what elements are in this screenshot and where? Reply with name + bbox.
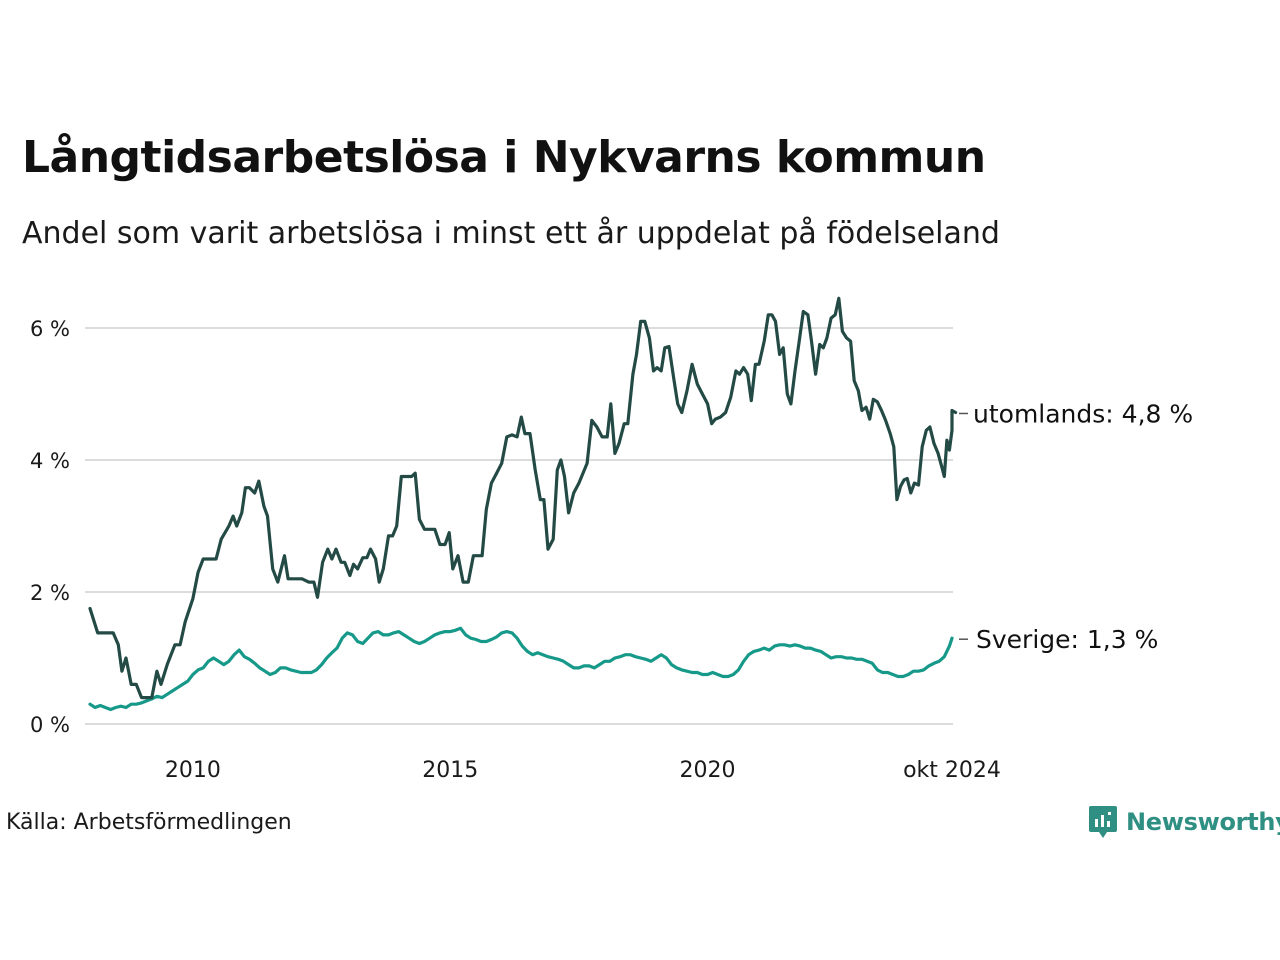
y-tick-label: 2 % [30, 581, 70, 605]
y-tick-label: 4 % [30, 449, 70, 473]
source-note: Källa: Arbetsförmedlingen [6, 810, 292, 835]
gridlines [85, 327, 953, 725]
series-end-labels: Sverige: 1,3 % utomlands: 4,8 % [959, 399, 1193, 654]
brand-logo: Newsworthy [1088, 804, 1280, 840]
series-line-utomlands [88, 296, 958, 700]
chart-subtitle: Andel som varit arbetslösa i minst ett å… [22, 216, 1000, 251]
x-tick-label: 2015 [422, 758, 478, 783]
end-label-utomlands: utomlands: 4,8 % [973, 399, 1193, 428]
y-tick-label: 6 % [30, 317, 70, 341]
x-tick-label: 2010 [165, 758, 221, 783]
x-tick-label: okt 2024 [903, 758, 1001, 783]
y-axis: 0 % 2 % 4 % 6 % [30, 317, 70, 737]
end-label-sverige: Sverige: 1,3 % [976, 625, 1158, 654]
newsworthy-logo-icon [1089, 806, 1117, 838]
brand-name: Newsworthy [1126, 808, 1280, 836]
y-tick-label: 0 % [30, 713, 70, 737]
series-line-sverige [88, 626, 954, 712]
x-axis: 2010 2015 2020 okt 2024 [165, 758, 1001, 783]
chart-title: Långtidsarbetslösa i Nykvarns kommun [22, 132, 986, 183]
series-lines [88, 296, 958, 712]
x-tick-label: 2020 [680, 758, 736, 783]
